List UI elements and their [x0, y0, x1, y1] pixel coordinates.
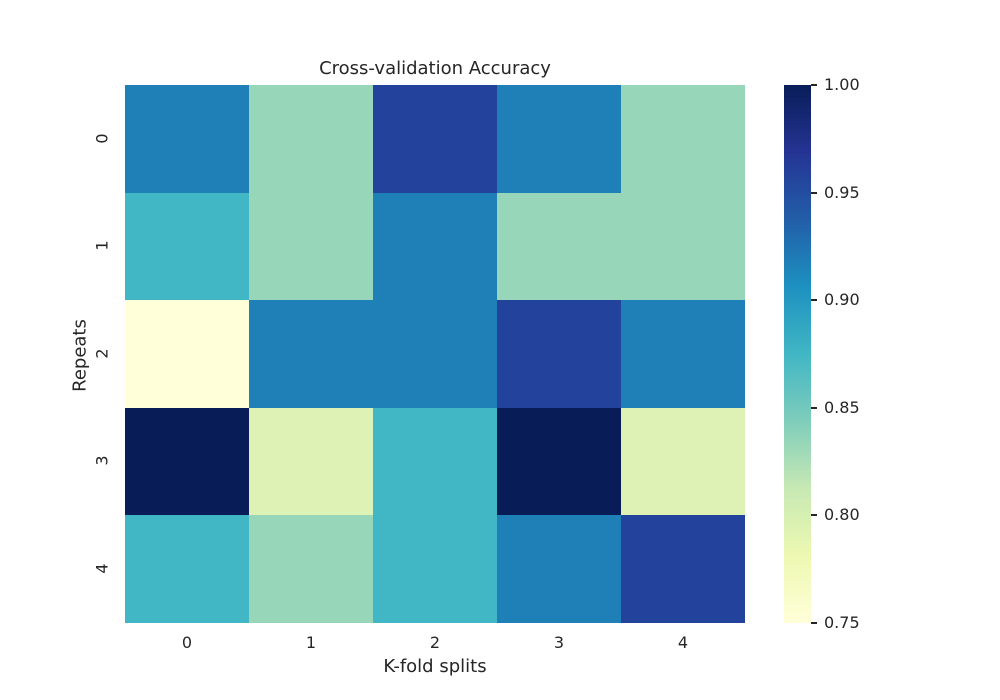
chart-title: Cross-validation Accuracy [319, 58, 551, 79]
heatmap-cell [621, 515, 745, 623]
heatmap-grid [125, 85, 745, 623]
y-tick-0: 0 [92, 133, 112, 144]
x-tick-2: 2 [429, 633, 441, 652]
colorbar [784, 85, 811, 623]
heatmap-cell [125, 300, 249, 408]
heatmap-cell [621, 300, 745, 408]
y-tick-4: 4 [92, 563, 112, 574]
heatmap-cell [373, 85, 497, 193]
heatmap-cell [497, 85, 621, 193]
heatmap-cell [373, 192, 497, 301]
heatmap-cell [373, 407, 497, 516]
x-tick-3: 3 [553, 633, 565, 652]
heatmap-cell [249, 300, 373, 408]
y-tick-2: 2 [92, 348, 112, 359]
x-axis-label: K-fold splits [383, 656, 487, 677]
heatmap-cell [249, 192, 373, 301]
y-tick-1: 1 [92, 240, 112, 251]
heatmap-cell [249, 85, 373, 193]
heatmap-cell [125, 407, 249, 516]
heatmap-cell [249, 515, 373, 623]
y-tick-3: 3 [92, 455, 112, 466]
heatmap-cell [621, 407, 745, 516]
x-tick-4: 4 [677, 633, 689, 652]
heatmap-cell [125, 515, 249, 623]
heatmap-cell [249, 407, 373, 516]
heatmap-cell [497, 515, 621, 623]
heatmap-cell [373, 300, 497, 408]
heatmap-cell [497, 300, 621, 408]
y-axis-label: Repeats [69, 319, 91, 392]
heatmap-cell [125, 85, 249, 193]
heatmap-cell [125, 192, 249, 301]
heatmap-cell [621, 85, 745, 193]
x-tick-1: 1 [305, 633, 317, 652]
heatmap-cell [497, 192, 621, 301]
heatmap-cell [621, 192, 745, 301]
heatmap-cell [373, 515, 497, 623]
heatmap-cell [497, 407, 621, 516]
x-tick-0: 0 [181, 633, 193, 652]
